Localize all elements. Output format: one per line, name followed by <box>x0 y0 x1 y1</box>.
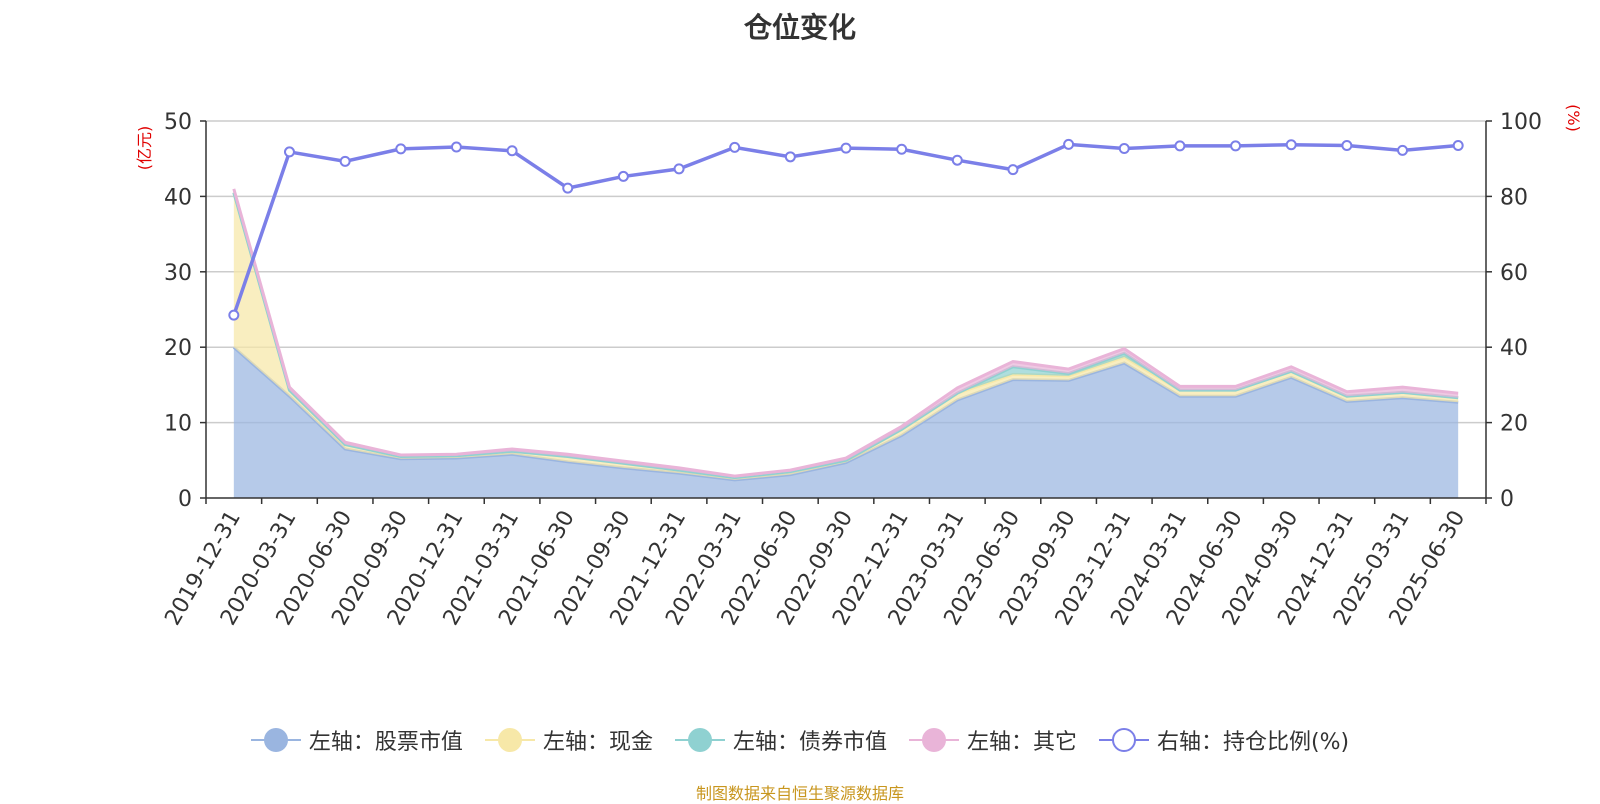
legend-item[interactable]: 左轴：债券市值 <box>674 724 887 756</box>
area-左轴：股票市值 <box>233 347 1459 498</box>
ratio-point <box>283 146 295 158</box>
right-tick-label: 40 <box>1500 336 1528 361</box>
chart-title: 仓位变化 <box>743 11 856 44</box>
ratio-point <box>506 145 518 157</box>
left-tick-label: 40 <box>164 185 192 210</box>
ratio-point <box>1174 140 1186 152</box>
legend-label: 左轴：债券市值 <box>732 730 887 755</box>
ratio-point <box>784 151 796 163</box>
ratio-point <box>1285 139 1297 151</box>
ratio-point <box>617 170 629 182</box>
ratio-point <box>339 155 351 167</box>
right-tick-label: 80 <box>1500 185 1528 210</box>
left-tick-label: 20 <box>164 336 192 361</box>
ratio-point <box>1452 140 1464 152</box>
ratio-point <box>228 309 240 321</box>
legend-marker-icon <box>250 727 301 753</box>
left-tick-label: 50 <box>164 110 192 135</box>
area-line-左轴：其它 <box>232 188 1459 478</box>
right-axis-name: (%) <box>1564 104 1583 132</box>
ratio-point <box>951 154 963 166</box>
ratio-point <box>562 182 574 194</box>
ratio-point <box>896 143 908 155</box>
legend-label: 左轴：现金 <box>542 730 653 755</box>
legend-item[interactable]: 左轴：其它 <box>908 724 1077 756</box>
ratio-point <box>1230 140 1242 152</box>
stacked-areas <box>232 188 1459 498</box>
right-tick-label: 20 <box>1500 412 1528 437</box>
ratio-point <box>1341 140 1353 152</box>
left-tick-label: 10 <box>164 412 192 437</box>
right-tick-label: 60 <box>1500 261 1528 286</box>
left-tick-label: 0 <box>178 487 192 512</box>
ratio-line-path <box>232 142 1459 316</box>
ratio-point <box>395 143 407 155</box>
legend-label: 右轴：持仓比例(%) <box>1156 730 1350 755</box>
ratio-point <box>729 141 741 153</box>
ratio-point <box>450 141 462 153</box>
holding-ratio-line <box>228 138 1464 321</box>
legend-marker-icon <box>674 727 725 753</box>
ratio-point <box>840 142 852 154</box>
ratio-point <box>1007 164 1019 176</box>
left-tick-label: 30 <box>164 261 192 286</box>
right-tick-label: 0 <box>1500 487 1514 512</box>
right-tick-label: 100 <box>1500 110 1542 135</box>
legend-marker-icon <box>484 727 535 753</box>
legend-label: 左轴：股票市值 <box>308 730 463 755</box>
ratio-point <box>673 163 685 175</box>
ratio-point <box>1063 138 1075 150</box>
left-axis-name: (亿元) <box>135 126 154 171</box>
legend-marker-icon <box>908 727 959 753</box>
ratio-point <box>1118 143 1130 155</box>
legend-item[interactable]: 右轴：持仓比例(%) <box>1098 724 1350 756</box>
legend-item[interactable]: 左轴：股票市值 <box>250 724 463 756</box>
legend-label: 左轴：其它 <box>966 730 1077 755</box>
source-note: 制图数据来自恒生聚源数据库 <box>695 784 904 803</box>
legend: 左轴：股票市值 左轴：现金 左轴：债券市值 左轴：其它 右轴：持仓比例(%) <box>0 722 1600 758</box>
legend-item[interactable]: 左轴：现金 <box>484 724 653 756</box>
legend-marker-icon <box>1098 727 1149 753</box>
ratio-point <box>1397 144 1409 156</box>
